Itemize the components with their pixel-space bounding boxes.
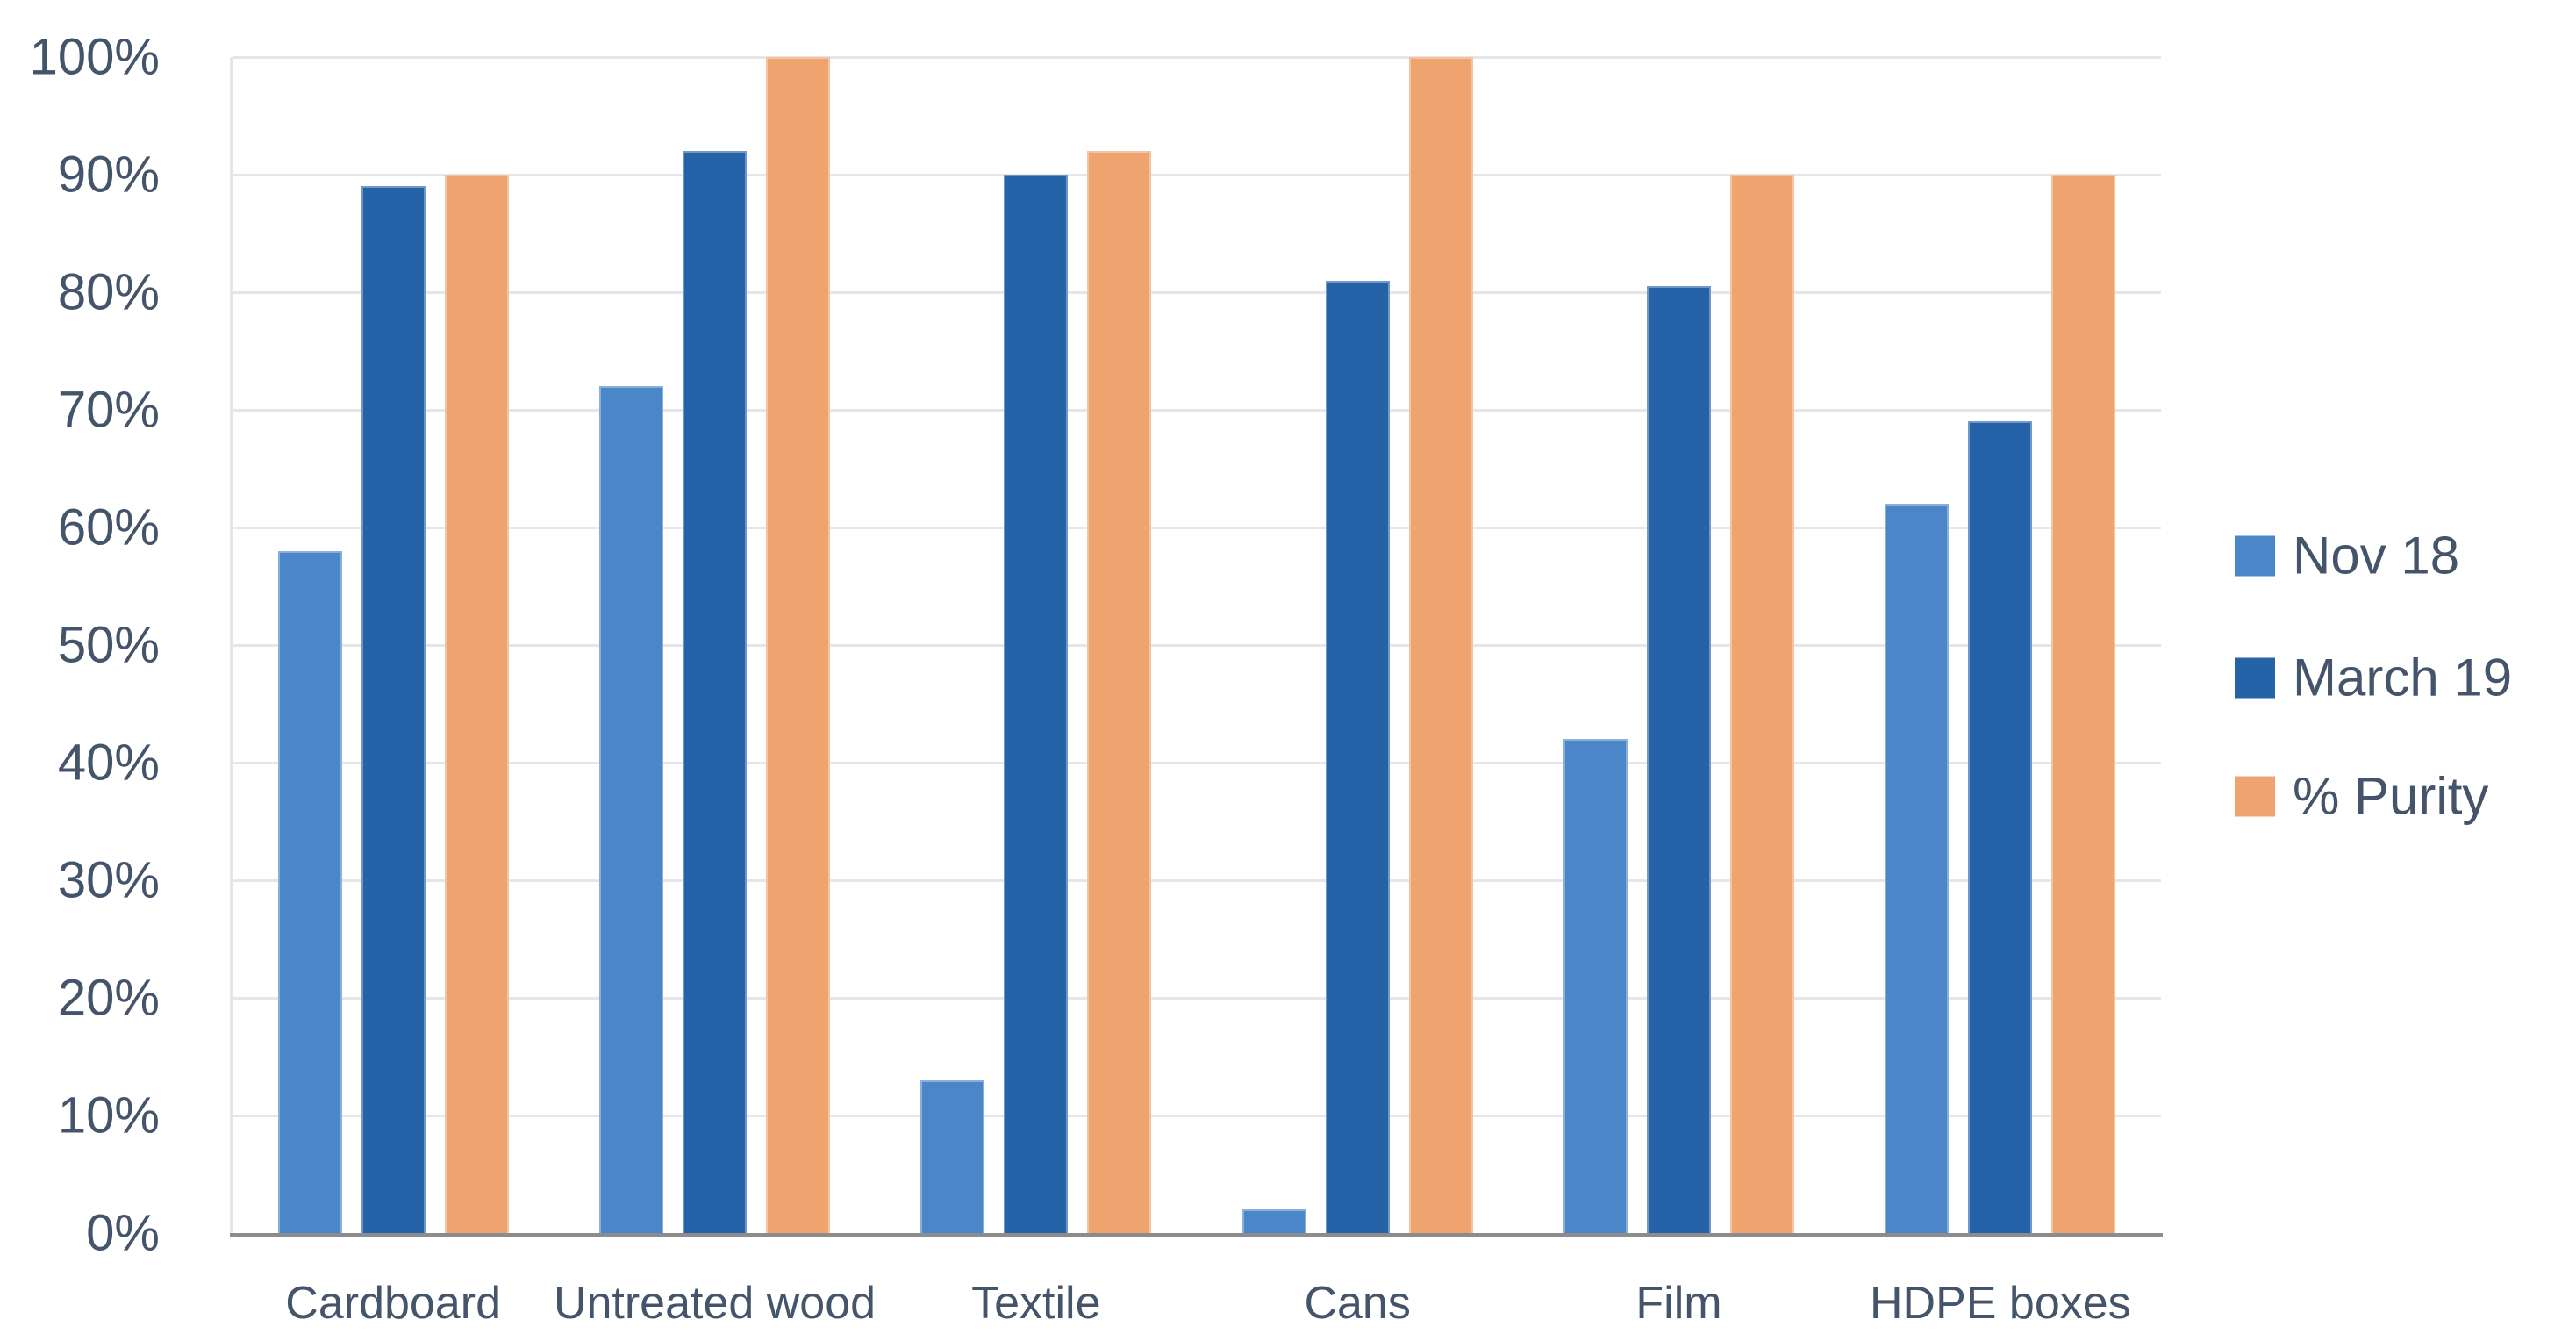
y-tick-label-60: 60% [57, 498, 160, 556]
bar-group-hdpe-boxes [1840, 57, 2161, 1233]
bar-purity-textile [1087, 151, 1152, 1233]
bar-nov-18-textile [920, 1079, 985, 1233]
bar-group-cans [1197, 57, 1518, 1233]
y-tick-label-40: 40% [57, 734, 160, 792]
bar-purity-film [1729, 175, 1794, 1233]
gridline-50 [233, 644, 2161, 647]
gridline-80 [233, 291, 2161, 294]
bar-purity-untreated-wood [765, 57, 830, 1233]
gridline-60 [233, 527, 2161, 529]
gridline-90 [233, 174, 2161, 176]
gridline-10 [233, 1115, 2161, 1117]
legend-swatch-purity [2235, 776, 2275, 816]
bar-group-textile [876, 57, 1197, 1233]
bar-march-19-untreated-wood [682, 151, 747, 1233]
bar-purity-hdpe-boxes [2051, 175, 2116, 1233]
y-tick-label-70: 70% [57, 381, 160, 439]
legend-swatch-march-19 [2235, 657, 2275, 698]
gridline-70 [233, 409, 2161, 412]
x-axis-label-cans: Cans [1304, 1278, 1411, 1329]
bar-march-19-cardboard [361, 186, 426, 1233]
y-axis-border-line [230, 57, 233, 1236]
y-tick-label-100: 100% [29, 28, 160, 86]
legend-label-purity: % Purity [2293, 766, 2489, 826]
x-axis-label-hdpe-boxes: HDPE boxes [1869, 1278, 2131, 1329]
y-tick-label-10: 10% [57, 1086, 160, 1144]
y-tick-label-30: 30% [57, 851, 160, 909]
bar-groups [233, 57, 2161, 1233]
y-tick-label-0: 0% [86, 1204, 160, 1262]
gridline-40 [233, 762, 2161, 764]
bar-nov-18-cardboard [277, 550, 342, 1233]
bar-group-cardboard [233, 57, 554, 1233]
legend-item-purity: % Purity [2235, 766, 2488, 827]
legend-item-march-19: March 19 [2235, 648, 2512, 708]
plot-area [230, 56, 2163, 1237]
x-axis-label-textile: Textile [971, 1278, 1101, 1329]
x-axis-label-film: Film [1635, 1278, 1722, 1329]
y-tick-label-80: 80% [57, 263, 160, 321]
gridline-100 [233, 56, 2161, 59]
y-tick-label-50: 50% [57, 616, 160, 674]
gridline-30 [233, 879, 2161, 882]
legend-label-nov-18: Nov 18 [2293, 526, 2460, 585]
bar-nov-18-cans [1241, 1209, 1306, 1233]
x-axis-label-cardboard: Cardboard [285, 1278, 502, 1329]
bar-nov-18-untreated-wood [598, 386, 663, 1233]
bar-purity-cardboard [444, 175, 509, 1233]
gridline-20 [233, 997, 2161, 1000]
bar-march-19-textile [1004, 175, 1069, 1233]
legend-label-march-19: March 19 [2293, 648, 2513, 707]
bar-group-untreated-wood [554, 57, 875, 1233]
bar-nov-18-film [1563, 739, 1628, 1233]
bar-purity-cans [1408, 57, 1473, 1233]
legend-swatch-nov-18 [2235, 535, 2275, 576]
legend-item-nov-18: Nov 18 [2235, 526, 2459, 586]
y-tick-label-90: 90% [57, 146, 160, 204]
x-axis-line [230, 1233, 2163, 1237]
x-axis-label-untreated-wood: Untreated wood [553, 1278, 877, 1329]
y-tick-label-20: 20% [57, 969, 160, 1027]
bar-march-19-film [1646, 286, 1711, 1233]
bar-nov-18-hdpe-boxes [1885, 504, 1950, 1233]
bar-march-19-cans [1325, 280, 1390, 1233]
bar-march-19-hdpe-boxes [1968, 421, 2033, 1233]
bar-group-film [1518, 57, 1839, 1233]
